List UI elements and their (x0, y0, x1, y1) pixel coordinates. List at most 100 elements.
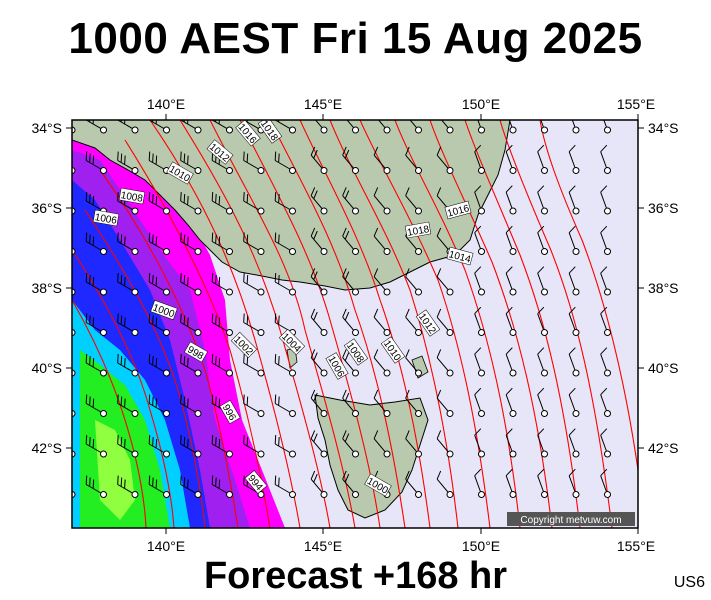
lon-label-top: 155°E (617, 96, 655, 112)
wind-barb (342, 227, 359, 255)
wind-barb (405, 146, 422, 174)
wind-barbs (72, 120, 611, 498)
wind-barb (474, 266, 485, 296)
wind-barb (211, 435, 233, 458)
wind-barb (474, 387, 485, 417)
lat-label-left: 42°S (31, 440, 62, 456)
wind-barb (568, 347, 580, 377)
wind-barb (436, 146, 454, 174)
wind-barb (117, 475, 139, 498)
wind-barb (274, 475, 296, 498)
wind-barb (600, 468, 611, 498)
wind-barb (342, 349, 359, 377)
lat-ticks (66, 127, 644, 449)
wind-barb (568, 144, 580, 174)
wind-barb (243, 313, 265, 336)
wind-barb (85, 354, 107, 377)
wind-barb (436, 470, 454, 498)
wind-barb (243, 232, 265, 255)
wind-barb (436, 349, 454, 377)
wind-barb (373, 430, 391, 458)
wind-barb (211, 192, 233, 215)
wind-barb (537, 347, 548, 377)
wind-barb (310, 187, 328, 215)
wind-barb (72, 281, 76, 296)
wind-barb (117, 313, 139, 336)
lon-label-bottom: 140°E (147, 538, 185, 554)
wind-barb (211, 354, 233, 377)
wind-barb (148, 475, 170, 498)
wind-barb (72, 403, 76, 417)
wind-barb (405, 430, 422, 458)
copyright-text: Copyright metvuw.com (520, 515, 621, 526)
wind-barb (148, 192, 170, 215)
lon-ticks-bottom (165, 528, 639, 534)
wind-barb (373, 389, 391, 417)
wind-barb (405, 120, 422, 134)
wind-barb (600, 225, 611, 255)
wind-barb (243, 192, 265, 215)
wind-barb (117, 232, 139, 255)
wind-barb (342, 146, 359, 174)
wind-barb (474, 306, 485, 336)
wind-barb (373, 268, 391, 296)
wind-barb (600, 266, 611, 296)
wind-barb (505, 306, 517, 336)
wind-barb (274, 435, 296, 458)
wind-barb (72, 362, 76, 377)
isobar-label: 1018 (406, 224, 430, 239)
lat-label-right: 36°S (648, 200, 679, 216)
wind-barb (180, 394, 202, 417)
wind-barb (474, 468, 485, 498)
chart-title: 1000 AEST Fri 15 Aug 2025 (68, 14, 643, 63)
wind-barb (148, 313, 170, 336)
wind-barb (72, 443, 76, 458)
wind-barb (274, 394, 296, 417)
lat-label-right: 34°S (648, 120, 679, 136)
wind-barb (117, 273, 139, 296)
wind-barb (85, 394, 107, 417)
wind-barb (600, 144, 611, 174)
lon-label-top: 145°E (304, 96, 342, 112)
wind-barb (85, 313, 107, 336)
wind-barb (505, 387, 517, 417)
wind-barb (436, 268, 454, 296)
isobar-label: 1006 (94, 212, 118, 227)
lat-label-left: 40°S (31, 360, 62, 376)
wind-barb (310, 120, 328, 134)
wind-barb (180, 354, 202, 377)
wind-barb (211, 232, 233, 255)
lat-label-left: 38°S (31, 280, 62, 296)
wind-barb (342, 389, 359, 417)
lon-label-bottom: 145°E (304, 538, 342, 554)
wind-barb (474, 185, 485, 215)
wind-barb (342, 120, 359, 134)
wind-barb (180, 151, 202, 174)
wind-barb (537, 468, 548, 498)
wind-barb (148, 394, 170, 417)
wind-barb (72, 241, 76, 255)
wind-barb (243, 394, 265, 417)
wind-barb (85, 151, 107, 174)
wind-barb (148, 354, 170, 377)
wind-barb (274, 232, 296, 255)
lon-label-top: 150°E (462, 96, 500, 112)
wind-barb (568, 306, 580, 336)
wind-barb (342, 308, 359, 336)
wind-barb (537, 387, 548, 417)
map-frame (71, 119, 639, 529)
wind-barb (211, 273, 233, 296)
wind-barb (600, 306, 611, 336)
lat-label-right: 40°S (648, 360, 679, 376)
wind-barb (211, 475, 233, 498)
wind-barb (436, 308, 454, 336)
wind-barb (85, 475, 107, 498)
wind-barb (243, 435, 265, 458)
wind-barb (342, 268, 359, 296)
wind-barb (436, 389, 454, 417)
wind-barb (436, 120, 454, 134)
wind-barb (180, 273, 202, 296)
lon-label-bottom: 150°E (462, 538, 500, 554)
wind-barb (342, 470, 359, 498)
lat-label-left: 34°S (31, 120, 62, 136)
